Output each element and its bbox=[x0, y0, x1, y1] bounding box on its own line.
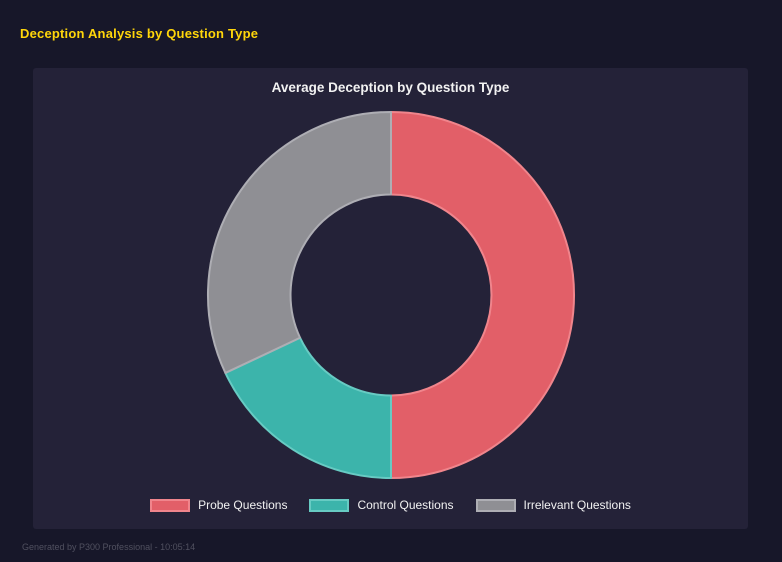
legend-item[interactable]: Irrelevant Questions bbox=[475, 498, 631, 512]
legend-label: Irrelevant Questions bbox=[523, 498, 631, 512]
donut-slice[interactable] bbox=[223, 336, 392, 480]
donut-slice[interactable] bbox=[206, 110, 392, 374]
legend-label: Probe Questions bbox=[198, 498, 288, 512]
legend-item[interactable]: Probe Questions bbox=[150, 498, 287, 512]
legend-swatch bbox=[475, 498, 516, 512]
donut-chart[interactable] bbox=[201, 106, 581, 484]
legend-item[interactable]: Control Questions bbox=[309, 498, 454, 512]
legend-swatch bbox=[309, 498, 350, 512]
legend-label: Control Questions bbox=[357, 498, 454, 512]
donut-chart-area bbox=[33, 95, 748, 495]
chart-panel: Average Deception by Question Type Probe… bbox=[33, 68, 748, 529]
page-title: Deception Analysis by Question Type bbox=[20, 26, 259, 41]
chart-title: Average Deception by Question Type bbox=[271, 80, 510, 95]
legend-swatch bbox=[150, 498, 191, 512]
donut-slice[interactable] bbox=[389, 110, 575, 480]
chart-legend: Probe Questions Control Questions Irreleva… bbox=[150, 495, 631, 515]
footer-text: Generated by P300 Professional - 10:05:1… bbox=[22, 542, 196, 552]
